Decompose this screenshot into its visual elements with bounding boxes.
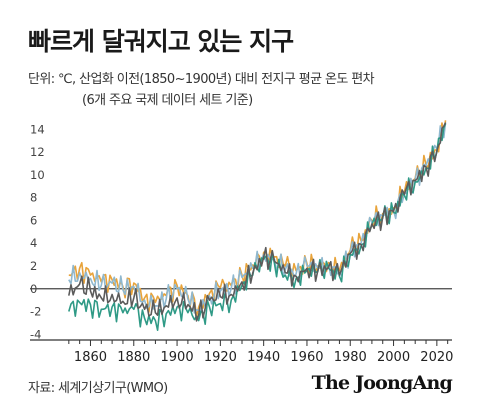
y-tick-label: 10 — [30, 168, 45, 182]
y-tick-label: -2 — [30, 305, 41, 319]
y-tick-label: 4 — [30, 236, 37, 250]
y-tick-label: 2 — [30, 259, 37, 273]
x-tick-label: 1920 — [204, 350, 237, 365]
series-lines — [68, 120, 447, 331]
chart-subtitle-note: (6개 주요 국제 데이터 세트 기준) — [82, 93, 253, 108]
series-line — [68, 123, 447, 331]
chart-title: 빠르게 달궈지고 있는 지구 — [28, 27, 294, 56]
y-tick-label: 6 — [30, 213, 37, 227]
x-tick-label: 1960 — [290, 350, 323, 365]
x-tick-label: 2000 — [377, 350, 410, 365]
x-axis: 1860 1880 1900 1920 1940 1960 1980 2000 2020 — [30, 339, 453, 365]
x-tick-label: 1940 — [247, 350, 280, 365]
series-line — [68, 122, 447, 322]
y-tick-label: 12 — [30, 145, 45, 159]
x-tick-label: 1880 — [117, 350, 150, 365]
x-tick-label: 1900 — [161, 350, 194, 365]
x-tick-label: 1980 — [334, 350, 367, 365]
source-note: 자료: 세계기상기구(WMO) — [28, 381, 168, 396]
x-tick-label: 2020 — [420, 350, 453, 365]
y-tick-label: -4 — [30, 327, 41, 341]
series-line — [68, 122, 447, 314]
y-tick-label: 8 — [30, 191, 37, 205]
y-tick-label: 14 — [30, 122, 45, 136]
x-tick-label: 1860 — [74, 350, 107, 365]
chart-subtitle-unit: 단위: ℃, 산업화 이전(1850~1900년) 대비 전지구 평균 온도 편… — [28, 72, 375, 87]
brand-logo: The JoongAng — [311, 372, 453, 394]
